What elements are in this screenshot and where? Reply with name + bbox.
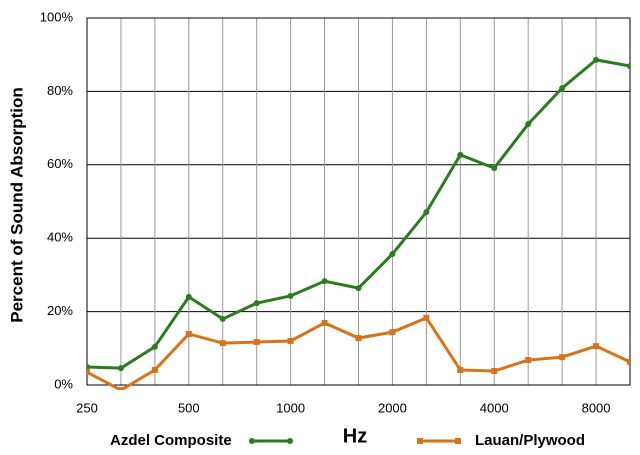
plot-border bbox=[86, 17, 631, 386]
y-tick-label: 80% bbox=[47, 83, 73, 98]
y-tick-label: 20% bbox=[47, 303, 73, 318]
marker bbox=[455, 438, 461, 444]
marker bbox=[457, 366, 464, 373]
marker bbox=[87, 369, 90, 376]
marker bbox=[87, 364, 90, 371]
marker bbox=[559, 85, 566, 92]
y-axis-title: Percent of Sound Absorption bbox=[7, 87, 26, 322]
marker bbox=[321, 278, 328, 285]
marker bbox=[287, 438, 293, 444]
x-tick-label: 500 bbox=[178, 400, 200, 415]
marker bbox=[389, 250, 396, 257]
x-tick-label: 1000 bbox=[276, 400, 305, 415]
marker bbox=[355, 285, 362, 292]
marker bbox=[355, 335, 362, 342]
marker bbox=[593, 56, 600, 63]
x-tick-label: 8000 bbox=[582, 400, 611, 415]
marker bbox=[185, 330, 192, 337]
y-tick-label: 100% bbox=[40, 9, 74, 24]
marker bbox=[525, 357, 532, 364]
marker bbox=[249, 438, 255, 444]
x-tick-label: 4000 bbox=[480, 400, 509, 415]
x-tick-label: 250 bbox=[76, 400, 98, 415]
marker bbox=[593, 343, 600, 350]
marker bbox=[151, 343, 158, 350]
y-tick-label: 0% bbox=[54, 376, 73, 391]
marker bbox=[287, 337, 294, 344]
marker bbox=[627, 358, 630, 365]
marker bbox=[219, 315, 226, 322]
marker bbox=[185, 293, 192, 300]
marker bbox=[117, 365, 124, 372]
marker bbox=[491, 165, 498, 172]
marker bbox=[457, 151, 464, 158]
marker bbox=[423, 209, 430, 216]
x-tick-label: 2000 bbox=[378, 400, 407, 415]
legend-label: Azdel Composite bbox=[110, 432, 232, 449]
marker bbox=[423, 314, 430, 321]
marker bbox=[321, 319, 328, 326]
marker bbox=[253, 300, 260, 307]
marker bbox=[491, 368, 498, 375]
marker bbox=[117, 387, 124, 390]
grid bbox=[86, 17, 631, 386]
y-tick-label: 60% bbox=[47, 156, 73, 171]
marker bbox=[559, 354, 566, 361]
marker bbox=[627, 63, 630, 70]
marker bbox=[525, 121, 532, 128]
marker bbox=[219, 340, 226, 347]
y-tick-label: 40% bbox=[47, 230, 73, 245]
labels: 0% 20% 40% 60% 80% 100% 250 500 1000 2000 4000 8000… bbox=[40, 9, 611, 449]
marker bbox=[151, 366, 158, 373]
marker bbox=[287, 292, 294, 299]
plot bbox=[87, 56, 630, 390]
marker bbox=[417, 438, 423, 444]
legend-label: Lauan/Plywood bbox=[475, 432, 585, 449]
marker bbox=[253, 339, 260, 346]
x-axis-title: Hz bbox=[343, 425, 367, 447]
marker bbox=[389, 329, 396, 336]
